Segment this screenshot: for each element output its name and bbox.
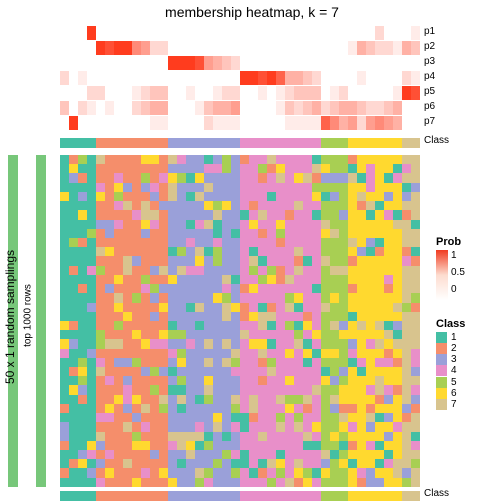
class-legend-item-5: 5 — [436, 377, 465, 388]
p-label-2: p2 — [424, 41, 435, 52]
p-label-3: p3 — [424, 56, 435, 67]
chart-title: membership heatmap, k = 7 — [0, 4, 504, 20]
probability-legend: Prob10.50 — [436, 236, 465, 303]
p-label-1: p1 — [424, 26, 435, 37]
class-strip-top — [60, 138, 420, 148]
class-legend: Class 1234567 — [436, 318, 465, 410]
probability-heatmap — [60, 26, 420, 134]
class-strip-label-bottom: Class — [424, 488, 449, 499]
class-legend-item-1: 1 — [436, 332, 465, 343]
p-label-4: p4 — [424, 71, 435, 82]
class-legend-item-6: 6 — [436, 388, 465, 399]
p-label-6: p6 — [424, 101, 435, 112]
class-legend-item-3: 3 — [436, 354, 465, 365]
prob-legend-title: Prob — [436, 236, 465, 248]
outer-sidebar-label: 50 x 1 random samplings — [3, 247, 17, 387]
inner-sidebar — [36, 155, 46, 487]
class-legend-item-2: 2 — [436, 343, 465, 354]
class-strip-bottom — [60, 491, 420, 501]
sampling-heatmap — [60, 155, 420, 487]
class-strip-label-top: Class — [424, 135, 449, 146]
prob-legend-gradient — [436, 250, 448, 300]
p-label-5: p5 — [424, 86, 435, 97]
class-legend-item-7: 7 — [436, 399, 465, 410]
inner-sidebar-label: top 1000 rows — [23, 256, 34, 376]
class-legend-title: Class — [436, 318, 465, 330]
p-label-7: p7 — [424, 116, 435, 127]
class-legend-item-4: 4 — [436, 365, 465, 376]
